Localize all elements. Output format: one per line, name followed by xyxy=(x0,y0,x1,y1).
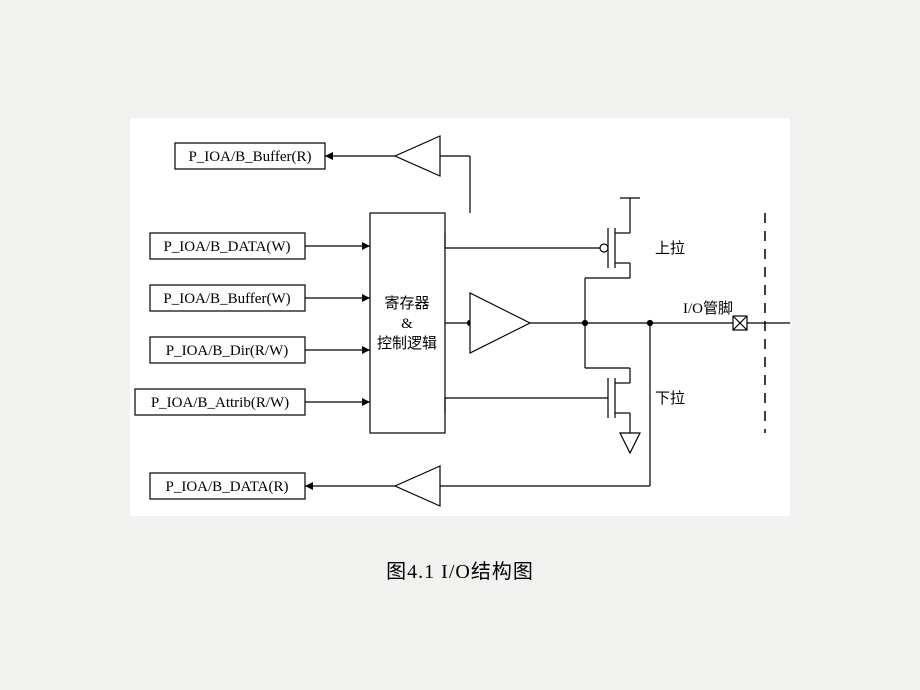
center-line1: 寄存器 xyxy=(384,294,429,312)
box-dir-rw-label: P_IOA/B_Dir(R/W) xyxy=(166,343,289,359)
pullup-label: 上拉 xyxy=(655,240,685,257)
box-data-r-label: P_IOA/B_DATA(R) xyxy=(166,479,289,495)
box-attrib-rw-label: P_IOA/B_Attrib(R/W) xyxy=(151,395,289,411)
figure-caption: 图4.1 I/O结构图 xyxy=(0,555,920,584)
center-line2: & xyxy=(401,316,413,332)
box-buffer-w-label: P_IOA/B_Buffer(W) xyxy=(163,291,290,307)
io-structure-diagram: P_IOA/B_Buffer(R) P_IOA/B_DATA(W) P_IOA/… xyxy=(130,118,790,516)
iopin-label: I/O管脚 xyxy=(683,300,733,317)
pulldown-label: 下拉 xyxy=(655,390,685,407)
box-data-w-label: P_IOA/B_DATA(W) xyxy=(163,239,290,255)
diagram-container: P_IOA/B_Buffer(R) P_IOA/B_DATA(W) P_IOA/… xyxy=(130,118,790,516)
box-buffer-r-label: P_IOA/B_Buffer(R) xyxy=(188,149,311,165)
center-line3: 控制逻辑 xyxy=(377,335,437,352)
